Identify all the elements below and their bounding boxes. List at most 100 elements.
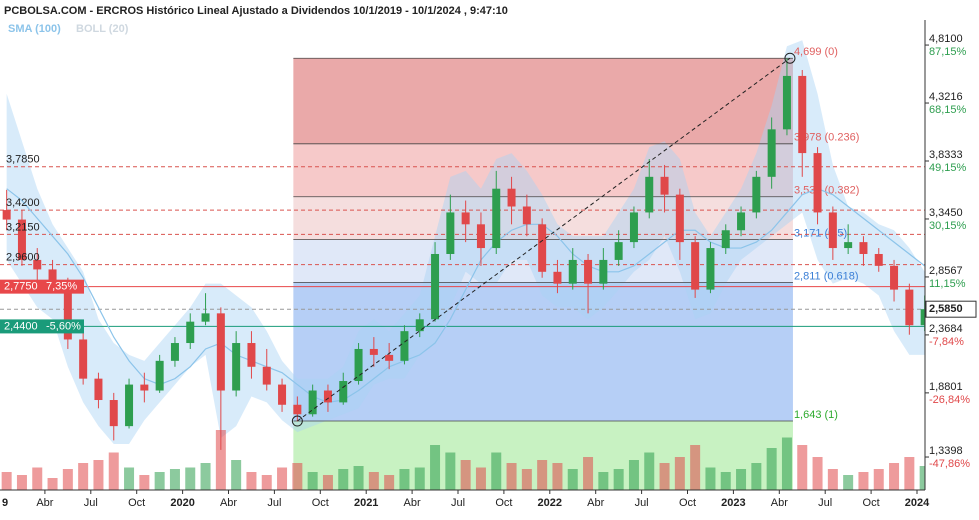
fib-label: 3,171 (0.5) [794, 228, 847, 240]
candle-body [140, 384, 149, 391]
candle-body [813, 153, 822, 213]
volume-bar [690, 445, 701, 490]
candle-body [400, 331, 409, 361]
candle-body [675, 194, 684, 243]
volume-bar [78, 463, 89, 490]
candle-body [614, 242, 623, 260]
fib-zone [293, 143, 793, 197]
volume-bar [139, 475, 150, 490]
candle-body [232, 343, 241, 391]
volume-bar [567, 469, 578, 490]
fib-zone [293, 58, 793, 144]
level-label: 2,7750 [4, 281, 38, 293]
candle-body [17, 219, 26, 260]
x-tick-label: Abr [220, 497, 237, 509]
level-label: 3,7850 [6, 154, 40, 166]
chart-title: PCBOLSA.COM - ERCROS Histórico Lineal Aj… [4, 5, 508, 17]
legend-sma: SMA (100) [8, 23, 61, 35]
volume-bar [766, 448, 777, 490]
volume-bar [613, 469, 624, 490]
candle-body [369, 348, 378, 355]
y-tick-pct: 87,15% [929, 46, 967, 58]
volume-bar [552, 463, 563, 490]
y-tick-label: 4,3216 [929, 91, 963, 103]
volume-bar [124, 467, 135, 490]
candle-body [890, 265, 899, 290]
candle-body [63, 283, 72, 340]
y-tick-pct: -7,84% [929, 336, 964, 348]
candle-body [538, 224, 547, 272]
volume-bar [521, 469, 532, 490]
volume-bar [889, 463, 900, 490]
y-tick-pct: 30,15% [929, 220, 967, 232]
volume-bar [32, 467, 43, 490]
y-tick-pct: 49,15% [929, 162, 967, 174]
fib-label: 2,811 (0.618) [794, 270, 859, 282]
candle-body [33, 259, 42, 270]
volume-bar [827, 469, 838, 490]
volume-bar [93, 460, 104, 490]
candle-body [522, 206, 531, 225]
anchor [291, 415, 303, 427]
volume-bar [200, 463, 211, 490]
candle-body [2, 210, 11, 220]
candle-body [782, 75, 791, 130]
x-tick-label: Oct [312, 497, 329, 509]
candle-body [308, 390, 317, 415]
x-tick-label: Jul [267, 497, 281, 509]
volume-bar [858, 472, 869, 490]
x-tick-label: Oct [679, 497, 696, 509]
x-tick-label: Abr [36, 497, 53, 509]
fib-trend [297, 57, 791, 422]
x-tick-label: Abr [771, 497, 788, 509]
volume-bar [873, 469, 884, 490]
candle-body [859, 242, 868, 254]
x-tick-label: Jul [451, 497, 465, 509]
x-tick-label: 2024 [905, 497, 930, 509]
y-tick-label: 2,3684 [929, 323, 963, 335]
volume-bar [430, 445, 441, 490]
y-tick-pct: 68,15% [929, 104, 967, 116]
y-tick-label: 2,8567 [929, 265, 963, 277]
candle-body [94, 378, 103, 401]
candle-body [461, 212, 470, 225]
volume-bar [904, 457, 915, 490]
volume-bar [277, 467, 288, 490]
candle-body [247, 343, 256, 367]
level-label: 3,2150 [6, 221, 40, 233]
x-tick-label: 2022 [538, 497, 562, 509]
x-tick-label: Abr [587, 497, 604, 509]
volume-bar [399, 469, 410, 490]
fib-label: 3,978 (0.236) [794, 132, 859, 144]
candle-body [216, 313, 225, 391]
volume-bar [705, 467, 716, 490]
plot-area: 4,699 (0) 3,978 (0.236) 3,532 (0.382) 3,171… [0, 40, 925, 490]
candle-body [201, 313, 210, 322]
x-tick-label: 2020 [170, 497, 194, 509]
candle-body [721, 230, 730, 249]
candle-body [629, 212, 638, 243]
candle-body [844, 242, 853, 249]
volume-bar [628, 460, 639, 490]
candle-body [706, 248, 715, 290]
volume-bar [215, 430, 226, 490]
y-tick-pct: 11,15% [929, 278, 966, 290]
volume-bar [292, 463, 303, 490]
x-tick-label: 2023 [721, 497, 745, 509]
level-label: 2,4400 [4, 320, 38, 332]
level-tag-box [0, 319, 84, 334]
candle-body [553, 271, 562, 284]
volume-bar [445, 452, 456, 490]
y-tick-label: 3,3450 [929, 207, 963, 219]
volume-bar [919, 466, 925, 490]
x-tick-label: Oct [863, 497, 880, 509]
candle-body [339, 381, 348, 403]
candle-body [354, 348, 363, 382]
candle-body [905, 289, 914, 326]
volume-bar [261, 475, 272, 490]
volume-bar [537, 460, 548, 490]
volume-bar [644, 452, 655, 490]
y-tick-label: 4,8100 [929, 33, 963, 45]
